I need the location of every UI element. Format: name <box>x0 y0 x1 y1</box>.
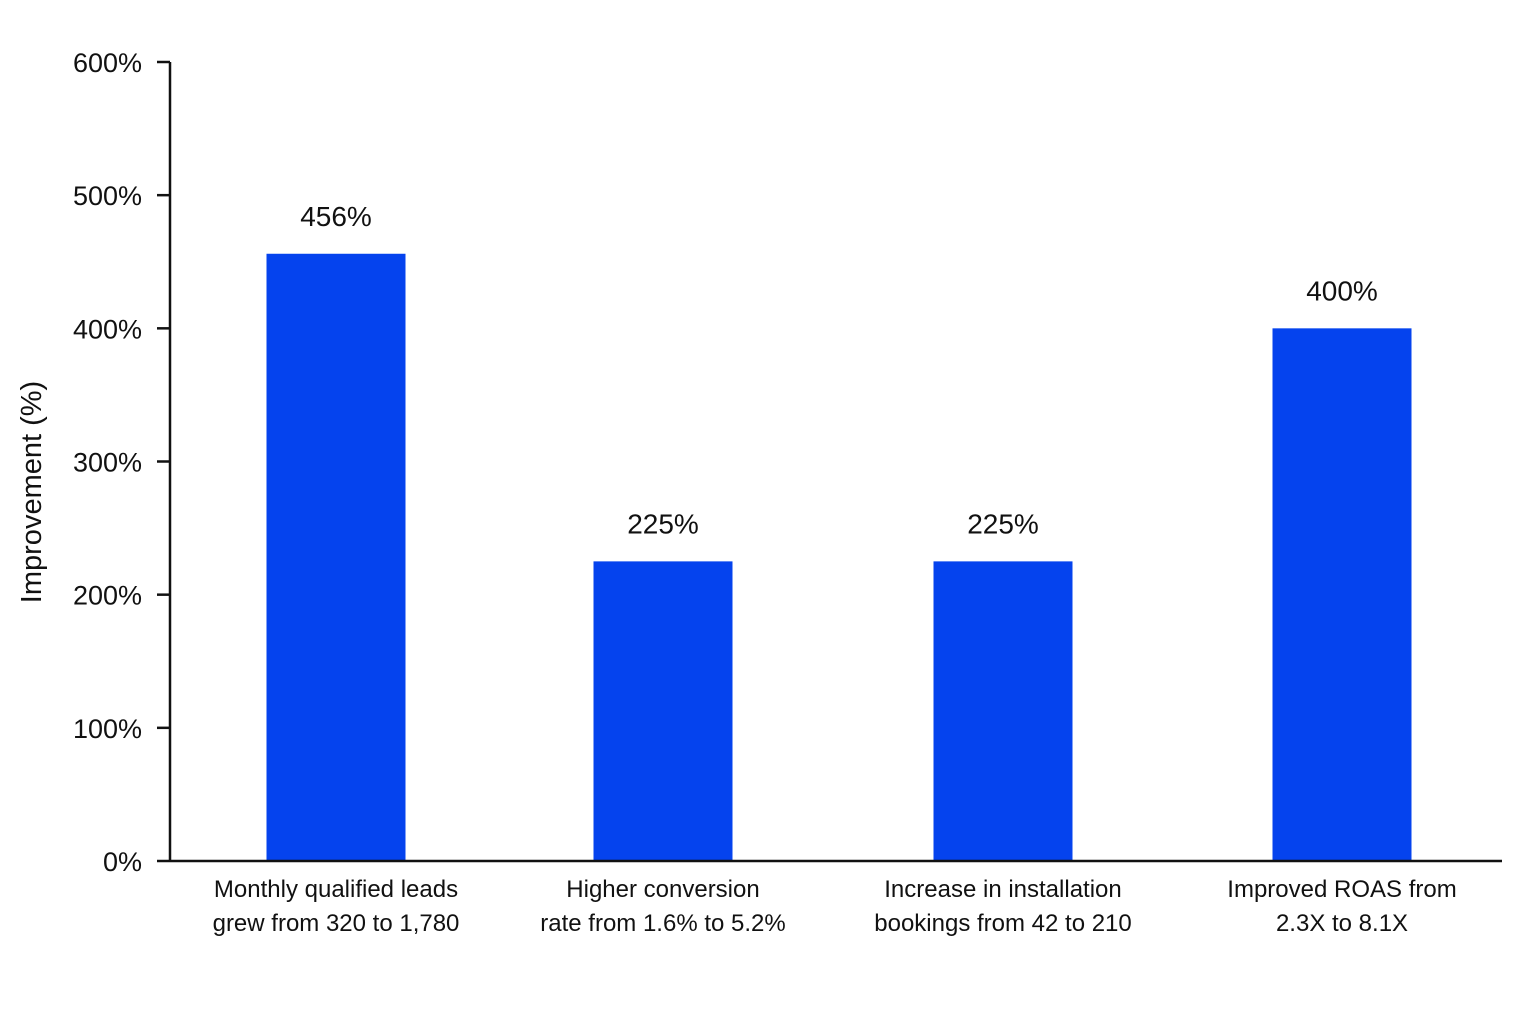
bar <box>1272 328 1412 861</box>
x-category-label: Improved ROAS from 2.3X to 8.1X <box>1227 876 1456 937</box>
x-category-label: Higher conversion rate from 1.6% to 5.2% <box>540 876 785 937</box>
bar-value-label: 225% <box>967 508 1039 539</box>
y-tick-label: 300% <box>73 448 142 478</box>
y-tick-label: 400% <box>73 314 142 344</box>
plot-area: 0% 100% 200% 300% 400% 500% 600% 456% 225% 225% 40… <box>73 48 1502 937</box>
y-tick-label: 0% <box>103 847 142 877</box>
x-category-label: Increase in installation bookings from 42… <box>874 876 1132 937</box>
bar-value-label: 400% <box>1306 275 1378 306</box>
bar-value-label: 225% <box>627 508 699 539</box>
y-tick-label: 500% <box>73 181 142 211</box>
y-tick-label: 100% <box>73 714 142 744</box>
bar <box>593 561 733 861</box>
bar <box>266 253 406 861</box>
y-tick-label: 600% <box>73 48 142 78</box>
y-axis-title: Improvement (%) <box>16 381 48 603</box>
bar-value-label: 456% <box>300 201 372 232</box>
bar <box>933 561 1073 861</box>
x-category-label: Monthly qualified leads grew from 320 to … <box>213 876 460 937</box>
y-tick-label: 200% <box>73 581 142 611</box>
